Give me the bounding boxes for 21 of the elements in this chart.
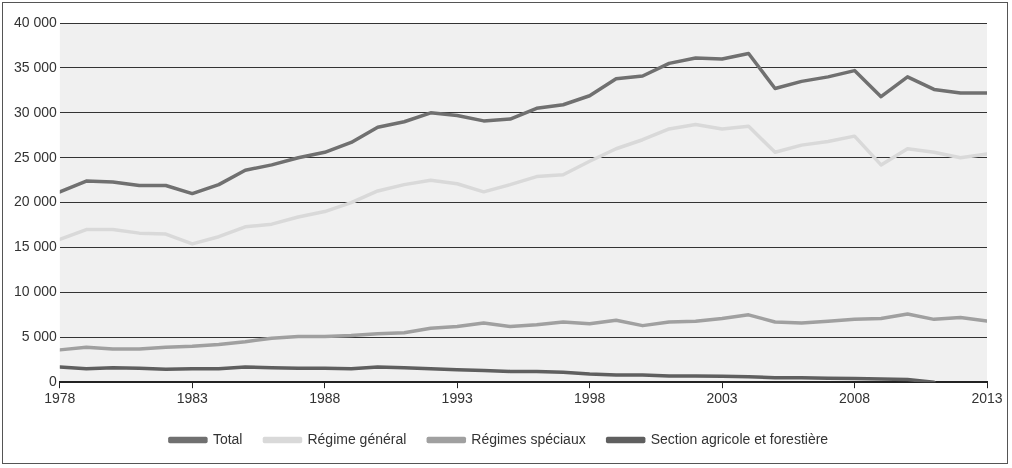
y-tick-label: 20 000: [13, 193, 58, 210]
x-tick-label: 1993: [441, 390, 473, 407]
y-tick-label: 10 000: [13, 283, 58, 300]
y-tick-label: 0: [49, 373, 58, 390]
x-tick-label: 1978: [44, 390, 76, 407]
x-tick-label: 2008: [838, 390, 871, 407]
legend-label: Régime général: [307, 430, 407, 447]
legend-label: Total: [212, 430, 243, 447]
x-tick-label: 2013: [971, 390, 1003, 407]
y-tick-label: 40 000: [13, 13, 58, 30]
x-tick-label: 1983: [176, 390, 209, 407]
y-tick-label: 35 000: [13, 58, 58, 75]
y-tick-label: 15 000: [13, 238, 58, 255]
legend-label: Régimes spéciaux: [471, 430, 586, 447]
y-tick-label: 25 000: [13, 148, 58, 165]
y-tick-label: 5 000: [21, 328, 58, 345]
x-tick-label: 1998: [574, 390, 606, 407]
y-tick-label: 30 000: [13, 103, 58, 120]
x-tick-label: 2003: [706, 390, 738, 407]
x-tick-label: 1988: [309, 390, 341, 407]
legend-label: Section agricole et forestière: [650, 430, 829, 447]
